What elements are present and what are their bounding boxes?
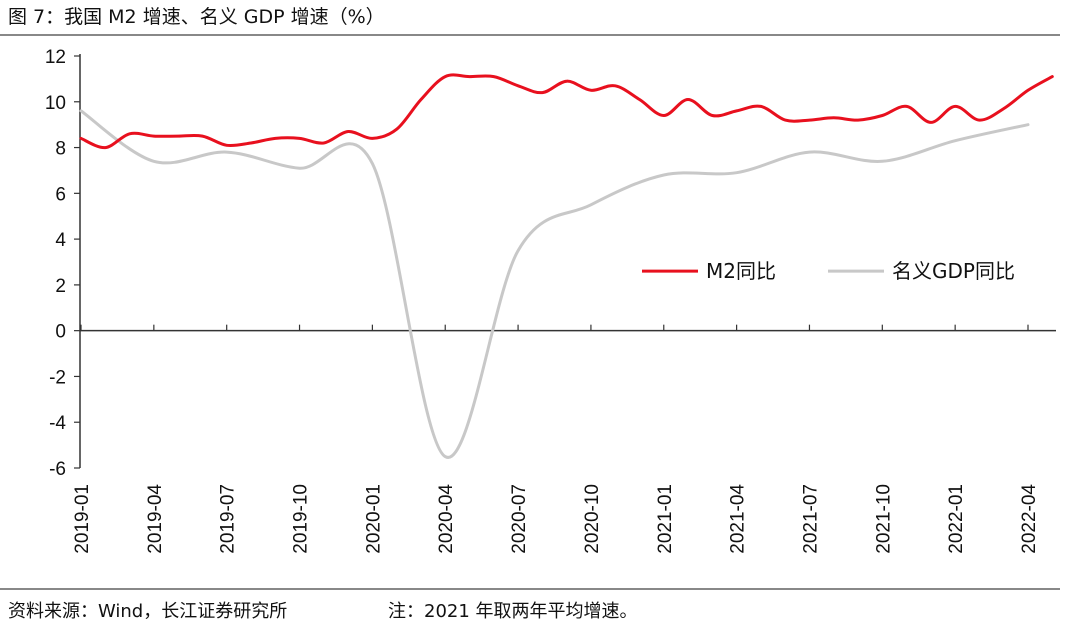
chart-title: 图 7：我国 M2 增速、名义 GDP 增速（%） — [8, 6, 385, 28]
bottom-divider — [0, 588, 1060, 590]
x-tick-label: 2019-10 — [291, 484, 312, 554]
x-tick-label: 2022-01 — [946, 484, 967, 554]
legend-item-m2-label: M2同比 — [706, 259, 776, 283]
x-tick-label: 2020-04 — [436, 484, 457, 554]
y-tick-label: -2 — [49, 367, 66, 388]
y-tick-label: -6 — [49, 459, 66, 480]
x-tick-label: 2019-07 — [218, 484, 239, 554]
x-tick-label: 2020-01 — [363, 484, 384, 554]
x-tick-label: 2019-04 — [145, 484, 166, 554]
y-tick-label: 10 — [45, 93, 66, 114]
x-tick-label: 2021-01 — [655, 484, 676, 554]
y-tick-label: 0 — [55, 322, 66, 343]
x-tick-label: 2020-10 — [582, 484, 603, 554]
y-tick-label: -4 — [49, 413, 66, 434]
x-tick-label: 2022-04 — [1019, 484, 1040, 554]
y-tick-label: 2 — [55, 276, 66, 297]
x-tick-label: 2020-07 — [509, 484, 530, 554]
chart-area: 12 10 8 6 4 2 0 -2 -4 -6 2019-01 2019-04 2019-07 2019… — [45, 47, 1056, 554]
x-tick-label: 2021-04 — [728, 484, 749, 554]
legend-item-nominal-gdp-label: 名义GDP同比 — [892, 259, 1015, 283]
y-tick-label: 12 — [45, 47, 66, 68]
x-tick-label: 2019-01 — [72, 484, 93, 554]
top-divider — [0, 34, 1060, 36]
x-tick-label: 2021-07 — [800, 484, 821, 554]
y-tick-label: 6 — [55, 184, 66, 205]
x-tick-label: 2021-10 — [873, 484, 894, 554]
series-line-m2 — [79, 73, 1054, 150]
footnote: 注：2021 年取两年平均增速。 — [388, 601, 638, 622]
y-tick-label: 8 — [55, 139, 66, 160]
y-tick-label: 4 — [55, 230, 66, 251]
series-line-nominal-gdp — [79, 109, 1030, 459]
source-note: 资料来源：Wind，长江证券研究所 — [8, 601, 288, 622]
